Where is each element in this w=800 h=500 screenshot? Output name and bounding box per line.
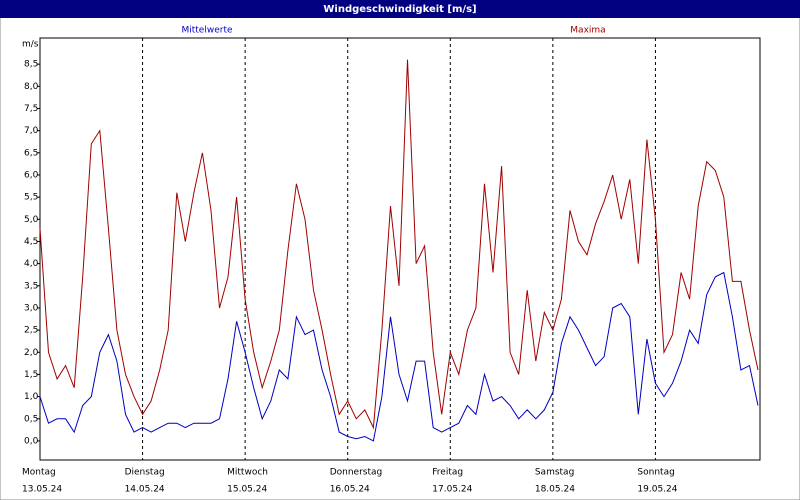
y-tick-label: 7,0: [24, 126, 39, 136]
y-tick-label: 6,5: [24, 148, 38, 158]
x-tick-label: Donnerstag: [330, 468, 383, 478]
data-line: [39, 271, 759, 442]
y-tick-label: 6,0: [24, 170, 39, 180]
y-tick-label: 4,5: [24, 237, 38, 247]
y-tick-label: 3,5: [24, 281, 38, 291]
title-bar: [0, 0, 800, 18]
x-tick-date: 16.05.24: [330, 485, 370, 495]
y-tick-label: 5,5: [24, 193, 38, 203]
y-tick-label: 2,5: [24, 326, 38, 336]
legend-entry: Maxima: [570, 26, 605, 36]
data-line: [39, 59, 759, 430]
x-tick-date: 18.05.24: [535, 485, 575, 495]
y-axis-label: m/s: [22, 40, 39, 50]
y-tick-label: 2,0: [24, 348, 39, 358]
x-tick-label: Dienstag: [125, 468, 165, 478]
x-tick-date: 14.05.24: [125, 485, 165, 495]
y-tick-label: 8,5: [24, 60, 38, 70]
y-tick-label: 7,5: [24, 104, 38, 114]
x-tick-label: Freitag: [432, 468, 463, 478]
y-tick-label: 0,5: [24, 414, 38, 424]
y-tick-label: 0,0: [24, 436, 39, 446]
x-tick-date: 15.05.24: [227, 485, 267, 495]
y-tick-label: 3,0: [24, 303, 39, 313]
x-tick-date: 19.05.24: [637, 485, 677, 495]
x-tick-label: Montag: [22, 468, 56, 478]
y-tick-label: 5,0: [24, 215, 39, 225]
x-tick-label: Samstag: [535, 468, 574, 478]
chart-title: Windgeschwindigkeit [m/s]: [323, 4, 476, 15]
x-tick-label: Mittwoch: [227, 468, 268, 478]
legend-entry: Mittelwerte: [181, 26, 232, 36]
x-tick-label: Sonntag: [637, 468, 674, 478]
x-tick-date: 17.05.24: [432, 485, 472, 495]
x-tick-date: 13.05.24: [22, 485, 62, 495]
y-tick-label: 1,5: [24, 370, 38, 380]
plot-frame: [39, 37, 761, 461]
y-tick-label: 4,0: [24, 259, 39, 269]
y-tick-label: 8,0: [24, 82, 39, 92]
y-tick-label: 1,0: [24, 392, 39, 402]
